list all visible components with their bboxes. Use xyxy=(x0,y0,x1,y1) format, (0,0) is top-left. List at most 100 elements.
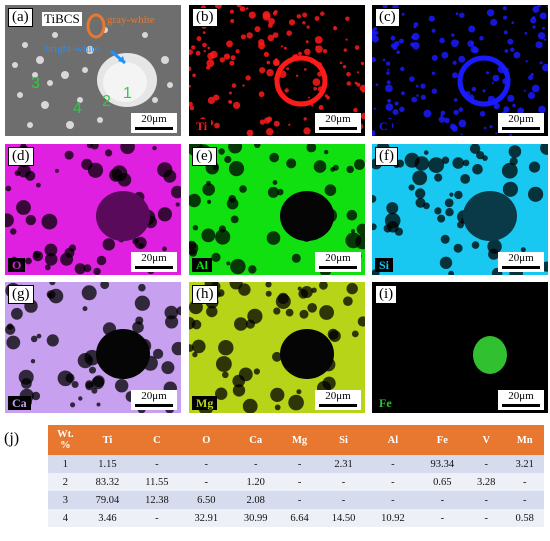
table-cell: - xyxy=(368,473,418,491)
table-cell: - xyxy=(318,473,369,491)
table-row: 1 1.15- - - -2.31-93.34-3.21 xyxy=(48,455,544,473)
table-cell: - xyxy=(132,509,182,527)
panel-label: (g) xyxy=(8,285,34,304)
table-label: (j) xyxy=(4,430,20,447)
table-cell: 2.08 xyxy=(230,491,281,509)
table-cell: - xyxy=(280,473,319,491)
element-label: Al xyxy=(192,258,212,272)
sem-micrograph xyxy=(5,5,181,136)
table-header: Ti xyxy=(82,425,133,455)
scale-bar: 20μm xyxy=(498,113,544,133)
element-map-panel: (b) 20μm Ti xyxy=(189,5,365,136)
element-map-image xyxy=(372,5,548,136)
table-row: 4 3.46-32.91 30.99 6.64 14.50 10.92- -0.58 xyxy=(48,509,544,527)
table-cell: 6.50 xyxy=(181,491,231,509)
point-label-3: 3 xyxy=(31,75,40,92)
table-cell: 3.46 xyxy=(82,509,133,527)
panel-label: (d) xyxy=(8,147,34,166)
table-cell: 1 xyxy=(48,455,83,473)
table-cell: 14.50 xyxy=(318,509,369,527)
panel-label: (a) xyxy=(8,8,33,27)
scale-bar: 20μm xyxy=(131,390,177,410)
table-header: V xyxy=(467,425,506,455)
element-label: Mg xyxy=(192,396,218,410)
scale-bar: 20μm xyxy=(498,252,544,272)
element-label: Ca xyxy=(8,396,31,410)
scale-bar: 20μm xyxy=(131,252,177,272)
panel-label: (h) xyxy=(192,285,218,304)
point-label-1: 1 xyxy=(123,85,132,102)
table-cell: - xyxy=(417,491,468,509)
element-map-panel: (e) 20μm Al xyxy=(189,144,365,275)
sem-image-panel: (a) TiBCS gray-white bright-white 3 4 2 … xyxy=(5,5,181,136)
table-header: O xyxy=(181,425,231,455)
element-label: C xyxy=(375,119,392,133)
element-label: Ti xyxy=(192,119,212,133)
table-cell: 2.31 xyxy=(318,455,369,473)
panel-label: (c) xyxy=(375,8,400,27)
table-header: Mg xyxy=(280,425,319,455)
scale-bar: 20μm xyxy=(131,113,177,133)
table-cell: 32.91 xyxy=(181,509,231,527)
table-cell: - xyxy=(505,473,544,491)
gray-white-label: gray-white xyxy=(107,14,155,26)
table-cell: 1.15 xyxy=(82,455,133,473)
table-cell: 12.38 xyxy=(132,491,182,509)
table-cell: 3.21 xyxy=(505,455,544,473)
point-label-4: 4 xyxy=(73,100,82,117)
table-header: C xyxy=(132,425,182,455)
table-cell: - xyxy=(417,509,468,527)
table-cell: 1.20 xyxy=(230,473,281,491)
table-cell: - xyxy=(230,455,281,473)
table-cell: 0.58 xyxy=(505,509,544,527)
table-cell: - xyxy=(467,455,506,473)
scale-bar: 20μm xyxy=(315,113,361,133)
bright-white-label: bright-white xyxy=(45,43,100,55)
table-cell: 11.55 xyxy=(132,473,182,491)
table-cell: 93.34 xyxy=(417,455,468,473)
table-cell: - xyxy=(368,455,418,473)
table-cell: 2 xyxy=(48,473,83,491)
table-cell: - xyxy=(318,491,369,509)
scale-bar: 20μm xyxy=(315,390,361,410)
table-header-wt: Wt.% xyxy=(48,425,83,455)
table-cell: - xyxy=(467,491,506,509)
scale-bar: 20μm xyxy=(315,252,361,272)
table-header: Al xyxy=(368,425,418,455)
panel-label: (e) xyxy=(192,147,217,166)
point-label-2: 2 xyxy=(102,93,111,110)
element-map-panel: (g) 20μm Ca xyxy=(5,282,181,413)
table-cell: - xyxy=(280,491,319,509)
table-cell: 3 xyxy=(48,491,83,509)
element-map-panel: (h) 20μm Mg xyxy=(189,282,365,413)
table-header: Si xyxy=(318,425,369,455)
table-cell: 30.99 xyxy=(230,509,281,527)
panel-label: (f) xyxy=(375,147,398,166)
table-cell: - xyxy=(132,455,182,473)
element-map-panel: (f) 20μm Si xyxy=(372,144,548,275)
table-header: Fe xyxy=(417,425,468,455)
table-header: Ca xyxy=(230,425,281,455)
table-cell: - xyxy=(280,455,319,473)
table-row: 3 79.04 12.38 6.50 2.08- - - - - - xyxy=(48,491,544,509)
table-cell: - xyxy=(505,491,544,509)
scale-bar: 20μm xyxy=(498,390,544,410)
table-cell: 4 xyxy=(48,509,83,527)
panel-label: (b) xyxy=(192,8,218,27)
element-map-image xyxy=(189,5,365,136)
panel-label: (i) xyxy=(375,285,398,304)
element-label: O xyxy=(8,258,26,272)
table-cell: - xyxy=(181,455,231,473)
table-cell: 3.28 xyxy=(467,473,506,491)
table-cell: 83.32 xyxy=(82,473,133,491)
element-map-panel: (i) 20μm Fe xyxy=(372,282,548,413)
table-cell: 10.92 xyxy=(368,509,418,527)
table-header-row: Wt.% Ti C O Ca Mg Si Al Fe V Mn xyxy=(48,425,544,455)
table-cell: - xyxy=(181,473,231,491)
table-header: Mn xyxy=(505,425,544,455)
table-cell: - xyxy=(368,491,418,509)
element-label: Fe xyxy=(375,396,396,410)
element-map-panel: (c) 20μm C xyxy=(372,5,548,136)
composition-table: Wt.% Ti C O Ca Mg Si Al Fe V Mn 1 1.15- - -… xyxy=(48,425,544,527)
element-map-image xyxy=(473,336,507,374)
